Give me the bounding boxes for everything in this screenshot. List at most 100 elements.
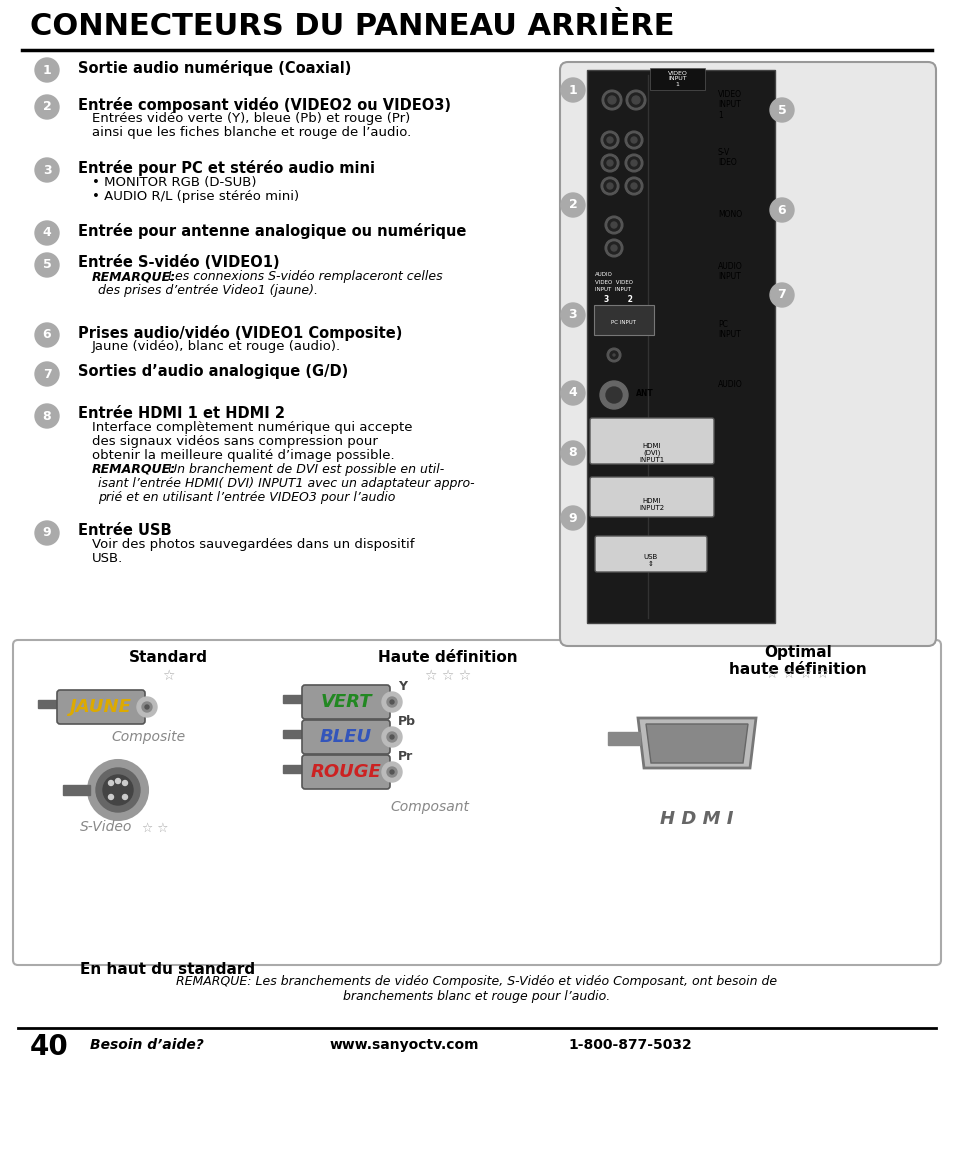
Circle shape [601, 90, 621, 110]
Circle shape [109, 795, 113, 800]
Circle shape [624, 177, 642, 195]
Text: CONNECTEURS DU PANNEAU ARRIÈRE: CONNECTEURS DU PANNEAU ARRIÈRE [30, 12, 674, 41]
Text: PC
INPUT: PC INPUT [718, 320, 740, 340]
Text: Entrée S-vidéo (VIDEO1): Entrée S-vidéo (VIDEO1) [78, 255, 279, 270]
Text: ☆ ☆ ☆: ☆ ☆ ☆ [424, 669, 471, 683]
Text: Sortie audio numérique (Coaxial): Sortie audio numérique (Coaxial) [78, 60, 351, 76]
Text: AUDIO: AUDIO [595, 272, 612, 277]
Text: Pr: Pr [397, 750, 413, 763]
Circle shape [769, 283, 793, 307]
Circle shape [606, 160, 613, 166]
Text: 2: 2 [43, 101, 51, 114]
Text: 1-800-877-5032: 1-800-877-5032 [567, 1038, 691, 1052]
Circle shape [625, 90, 645, 110]
Text: 5: 5 [43, 258, 51, 271]
Text: isant l’entrée HDMI( DVI) INPUT1 avec un adaptateur appro-: isant l’entrée HDMI( DVI) INPUT1 avec un… [98, 478, 475, 490]
Text: S-Video: S-Video [80, 821, 132, 834]
Text: 1: 1 [43, 64, 51, 76]
Text: BLEU: BLEU [319, 728, 372, 746]
Text: 3: 3 [568, 308, 577, 321]
Circle shape [35, 404, 59, 428]
Circle shape [604, 216, 622, 234]
Text: USB
⇕: USB ⇕ [643, 554, 658, 567]
Circle shape [607, 96, 616, 104]
Bar [586, 70, 774, 624]
Text: 7: 7 [777, 289, 785, 301]
Circle shape [35, 362, 59, 386]
Text: 8: 8 [43, 409, 51, 423]
Circle shape [390, 700, 394, 704]
Text: VIDEO
INPUT
1: VIDEO INPUT 1 [718, 90, 741, 119]
Text: • MONITOR RGB (D-SUB): • MONITOR RGB (D-SUB) [91, 176, 256, 189]
Circle shape [600, 154, 618, 172]
FancyBboxPatch shape [589, 478, 713, 517]
Circle shape [560, 78, 584, 102]
Circle shape [137, 697, 157, 717]
Circle shape [560, 194, 584, 217]
Circle shape [604, 239, 622, 257]
Text: ☆ ☆ ☆ ☆: ☆ ☆ ☆ ☆ [765, 666, 829, 681]
Text: 2: 2 [568, 198, 577, 211]
Text: Composant: Composant [390, 800, 469, 814]
Text: Composite: Composite [111, 730, 185, 744]
Text: Entrée pour antenne analogique ou numérique: Entrée pour antenne analogique ou numéri… [78, 223, 466, 239]
Text: VIDEO
INPUT
1: VIDEO INPUT 1 [667, 71, 687, 87]
Circle shape [627, 134, 639, 146]
Circle shape [606, 348, 620, 362]
Text: Entrée composant vidéo (VIDEO2 ou VIDEO3): Entrée composant vidéo (VIDEO2 ou VIDEO3… [78, 97, 451, 112]
FancyBboxPatch shape [589, 418, 713, 464]
Circle shape [381, 727, 401, 748]
Text: ☆: ☆ [162, 669, 174, 683]
Circle shape [145, 705, 149, 709]
Text: • AUDIO R/L (prise stéréo mini): • AUDIO R/L (prise stéréo mini) [91, 190, 299, 203]
Text: AUDIO
INPUT: AUDIO INPUT [718, 262, 742, 282]
Text: JAUNE: JAUNE [70, 698, 132, 716]
Text: 4: 4 [43, 226, 51, 240]
Text: 8: 8 [568, 446, 577, 459]
Text: Les connexions S-vidéo remplaceront celles: Les connexions S-vidéo remplaceront cell… [164, 270, 442, 283]
Circle shape [607, 219, 619, 231]
Circle shape [606, 183, 613, 189]
Text: Y: Y [397, 680, 407, 693]
Text: Entrées vidéo verte (Y), bleue (Pb) et rouge (Pr): Entrées vidéo verte (Y), bleue (Pb) et r… [91, 112, 410, 125]
Text: Jaune (vidéo), blanc et rouge (audio).: Jaune (vidéo), blanc et rouge (audio). [91, 340, 341, 353]
Circle shape [35, 158, 59, 182]
FancyBboxPatch shape [595, 535, 706, 573]
Text: 7: 7 [43, 367, 51, 380]
Circle shape [610, 223, 617, 228]
Text: PC INPUT: PC INPUT [611, 320, 636, 325]
Circle shape [630, 183, 637, 189]
Circle shape [604, 93, 618, 107]
Text: REMARQUE:: REMARQUE: [91, 270, 176, 283]
Text: 9: 9 [43, 526, 51, 539]
Circle shape [560, 506, 584, 530]
Circle shape [35, 58, 59, 82]
Text: Prises audio/vidéo (VIDEO1 Composite): Prises audio/vidéo (VIDEO1 Composite) [78, 325, 402, 341]
Circle shape [631, 96, 639, 104]
Polygon shape [645, 724, 747, 763]
Text: VERT: VERT [320, 693, 372, 710]
Text: des signaux vidéos sans compression pour: des signaux vidéos sans compression pour [91, 435, 377, 449]
Circle shape [628, 93, 642, 107]
Circle shape [603, 156, 616, 169]
Text: obtenir la meilleure qualité d’image possible.: obtenir la meilleure qualité d’image pos… [91, 449, 395, 462]
Text: www.sanyoctv.com: www.sanyoctv.com [330, 1038, 479, 1052]
Circle shape [35, 522, 59, 545]
Circle shape [560, 302, 584, 327]
Text: ☆ ☆: ☆ ☆ [142, 822, 168, 834]
Circle shape [607, 242, 619, 254]
Text: 6: 6 [43, 328, 51, 342]
Text: Standard: Standard [129, 650, 208, 665]
Circle shape [387, 767, 396, 777]
Circle shape [769, 198, 793, 223]
Text: Interface complètement numérique qui accepte: Interface complètement numérique qui acc… [91, 421, 412, 433]
Bar [283, 765, 307, 773]
Text: En haut du standard: En haut du standard [80, 962, 255, 977]
Circle shape [560, 442, 584, 465]
Text: 9: 9 [568, 511, 577, 525]
Text: prié et en utilisant l’entrée VIDEO3 pour l’audio: prié et en utilisant l’entrée VIDEO3 pou… [98, 491, 395, 504]
Text: HDMI
(DVI)
INPUT1: HDMI (DVI) INPUT1 [639, 443, 664, 464]
Circle shape [88, 760, 148, 821]
Bar [649, 68, 704, 90]
Text: 40: 40 [30, 1033, 69, 1060]
